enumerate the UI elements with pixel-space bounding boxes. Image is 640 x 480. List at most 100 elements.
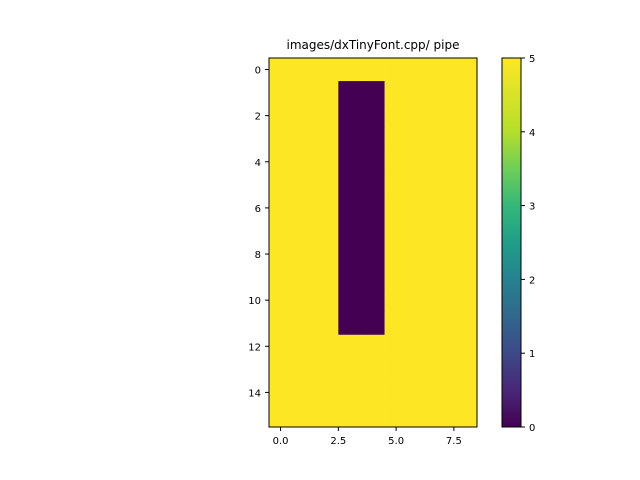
heatmap-cell [315,196,339,220]
heatmap-cell [269,58,293,82]
heatmap-cell [292,173,316,197]
colorbar-tick-label: 5 [529,54,535,65]
heatmap-cell [361,196,385,220]
x-tick-label: 0.0 [273,436,289,447]
y-tick-label: 6 [255,204,261,215]
heatmap-cell [407,357,432,382]
heatmap-cell [407,173,432,197]
heatmap-cell [453,242,478,266]
y-tick-label: 0 [255,66,261,77]
heatmap-cell [338,380,362,405]
heatmap-cells [269,58,478,428]
colorbar [501,57,522,428]
heatmap-cell [269,173,293,197]
heatmap-cell [453,58,478,82]
heatmap-cell [384,380,409,405]
heatmap-cell [269,81,293,105]
heatmap-cell [315,288,339,313]
chart-title: images/dxTinyFont.cpp/ pipe [287,38,460,52]
heatmap-cell [407,403,432,428]
heatmap-cell [430,334,455,359]
heatmap-cell [430,173,455,197]
heatmap-cell [269,334,293,359]
heatmap-cell [430,357,455,382]
heatmap-cell [384,311,409,336]
x-tick-label: 2.5 [330,436,346,447]
heatmap-cell [338,196,362,220]
heatmap-cell [384,150,409,174]
heatmap-cell [315,265,339,290]
heatmap-cell [269,196,293,220]
heatmap-cell [361,81,385,105]
heatmap-cell [292,334,316,359]
heatmap-cell [384,196,409,220]
heatmap-cell [292,58,316,82]
heatmap-cell [361,127,385,151]
x-axis: 0.0 2.5 5.0 7.5 [273,427,462,447]
heatmap-cell [338,265,362,290]
heatmap-cell [407,219,432,243]
heatmap-cell [338,150,362,174]
heatmap-cell [430,196,455,220]
heatmap-cell [384,127,409,151]
heatmap-cell [292,219,316,243]
heatmap-cell [384,104,409,128]
colorbar-tick-label: 3 [529,202,535,213]
heatmap-cell [430,127,455,151]
heatmap-cell [384,334,409,359]
heatmap-cell [315,104,339,128]
heatmap-cell [269,380,293,405]
heatmap-cell [292,357,316,382]
heatmap-cell [407,81,432,105]
heatmap-cell [315,311,339,336]
heatmap-cell [453,380,478,405]
heatmap-cell [361,219,385,243]
heatmap-cell [453,81,478,105]
heatmap-cell [430,380,455,405]
colorbar-tick-label: 2 [529,275,535,286]
heatmap-cell [361,265,385,290]
heatmap-cell [315,242,339,266]
heatmap-cell [361,403,385,428]
heatmap-cell [430,81,455,105]
heatmap-cell [292,242,316,266]
heatmap-cell [453,334,478,359]
y-axis: 0 2 4 6 8 10 12 14 [248,66,269,399]
heatmap-cell [430,242,455,266]
heatmap-cell [453,127,478,151]
heatmap-cell [384,58,409,82]
heatmap-cell [384,288,409,313]
heatmap-cell [315,81,339,105]
heatmap-cell [407,242,432,266]
heatmap-cell [315,380,339,405]
heatmap-cell [384,81,409,105]
heatmap-cell [407,311,432,336]
heatmap-cell [269,265,293,290]
heatmap-cell [315,403,339,428]
heatmap-cell [315,150,339,174]
heatmap-cell [269,403,293,428]
heatmap-cell [361,380,385,405]
heatmap-cell [430,288,455,313]
heatmap-cell [407,196,432,220]
heatmap-cell [315,58,339,82]
heatmap-cell [361,58,385,82]
colorbar-tick-label: 0 [529,423,535,434]
colorbar-tick-label: 4 [529,128,535,139]
heatmap-cell [453,104,478,128]
heatmap-cell [315,127,339,151]
heatmap-cell [292,380,316,405]
plot-frame [268,57,478,428]
y-tick-label: 12 [248,342,261,353]
heatmap-cell [338,242,362,266]
heatmap-cell [361,288,385,313]
heatmap-cell [384,173,409,197]
heatmap-cell [430,219,455,243]
heatmap-cell [384,219,409,243]
heatmap-cell [453,288,478,313]
heatmap-cell [361,357,385,382]
heatmap-cell [315,173,339,197]
heatmap-cell [407,104,432,128]
heatmap-cell [292,288,316,313]
colorbar-tick-label: 1 [529,349,535,360]
